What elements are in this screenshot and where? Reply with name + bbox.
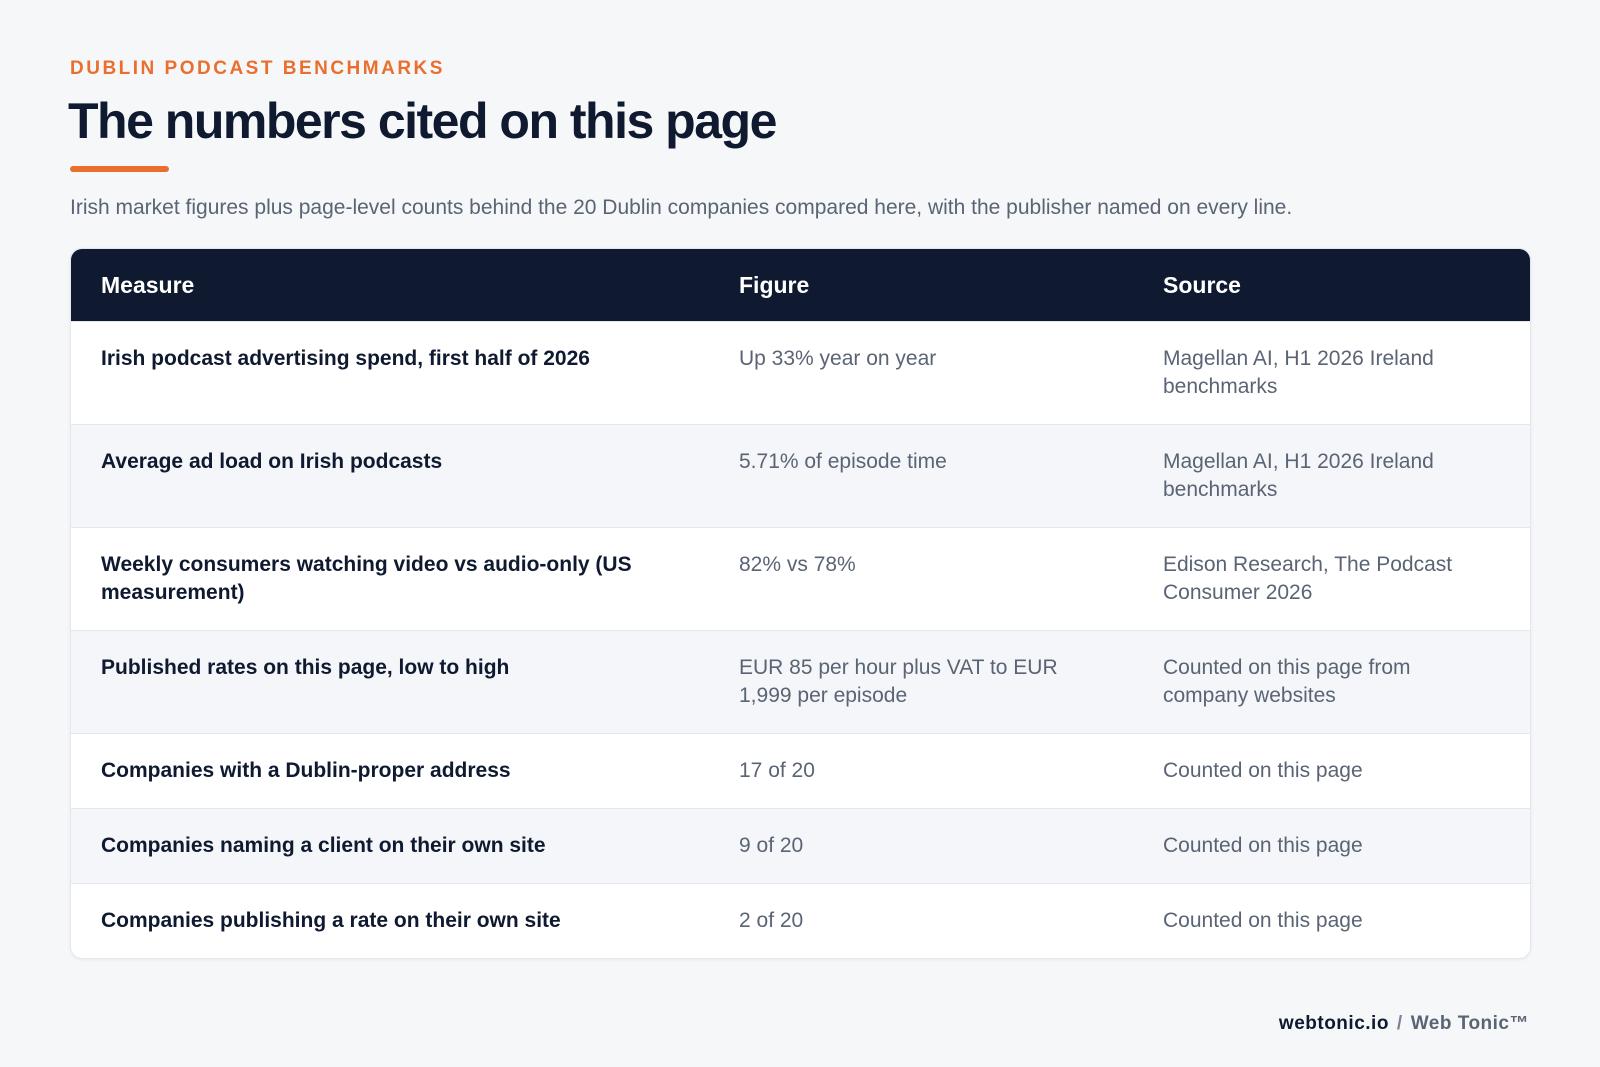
figure-cell: 2 of 20 [709,883,1133,958]
measure-cell: Companies publishing a rate on their own… [71,883,709,958]
source-cell: Edison Research, The Podcast Consumer 20… [1133,527,1530,631]
subtitle: Irish market figures plus page-level cou… [70,196,1293,219]
table-row: Irish podcast advertising spend, first h… [71,321,1530,425]
table-row: Companies with a Dublin-proper address 17… [71,733,1530,809]
eyebrow: DUBLIN PODCAST BENCHMARKS [70,58,445,79]
table-row: Companies publishing a rate on their own… [71,883,1530,958]
footer-site: webtonic.io [1278,1013,1389,1034]
page-title: The numbers cited on this page [68,93,777,149]
column-header: Measure [71,249,709,322]
measure-cell: Published rates on this page, low to hig… [71,630,709,734]
figure-cell: 5.71% of episode time [709,424,1133,528]
footer: webtonic.io / Web Tonic™ [1279,1013,1529,1035]
accent-bar [70,166,169,172]
measure-cell: Weekly consumers watching video vs audio… [71,527,709,631]
benchmarks-table: Measure Figure Source Irish podcast advert… [71,249,1530,958]
footer-brand: Web Tonic™ [1410,1013,1529,1034]
column-header: Source [1133,249,1530,322]
measure-cell: Average ad load on Irish podcasts [71,424,709,528]
source-cell: Counted on this page [1133,733,1530,809]
measure-cell: Irish podcast advertising spend, first h… [71,321,709,425]
table-row: Companies naming a client on their own s… [71,808,1530,884]
column-header: Figure [709,249,1133,322]
figure-cell: 82% vs 78% [709,527,1133,631]
source-cell: Counted on this page [1133,883,1530,958]
figure-cell: 17 of 20 [709,733,1133,809]
footer-separator: / [1396,1013,1403,1034]
measure-cell: Companies with a Dublin-proper address [71,733,709,809]
table-row: Weekly consumers watching video vs audio… [71,527,1530,631]
figure-cell: EUR 85 per hour plus VAT to EUR 1,999 pe… [709,630,1133,734]
table-row: Published rates on this page, low to hig… [71,630,1530,734]
figure-cell: 9 of 20 [709,808,1133,884]
source-cell: Counted on this page [1133,808,1530,884]
table-body: Irish podcast advertising spend, first h… [71,321,1530,958]
table-row: Average ad load on Irish podcasts 5.71% o… [71,424,1530,528]
source-cell: Magellan AI, H1 2026 Ireland benchmarks [1133,321,1530,425]
source-cell: Counted on this page from company websit… [1133,630,1530,734]
table-card: Measure Figure Source Irish podcast advert… [70,248,1531,959]
measure-cell: Companies naming a client on their own s… [71,808,709,884]
source-cell: Magellan AI, H1 2026 Ireland benchmarks [1133,424,1530,528]
figure-cell: Up 33% year on year [709,321,1133,425]
header-row: Measure Figure Source [71,249,1530,322]
